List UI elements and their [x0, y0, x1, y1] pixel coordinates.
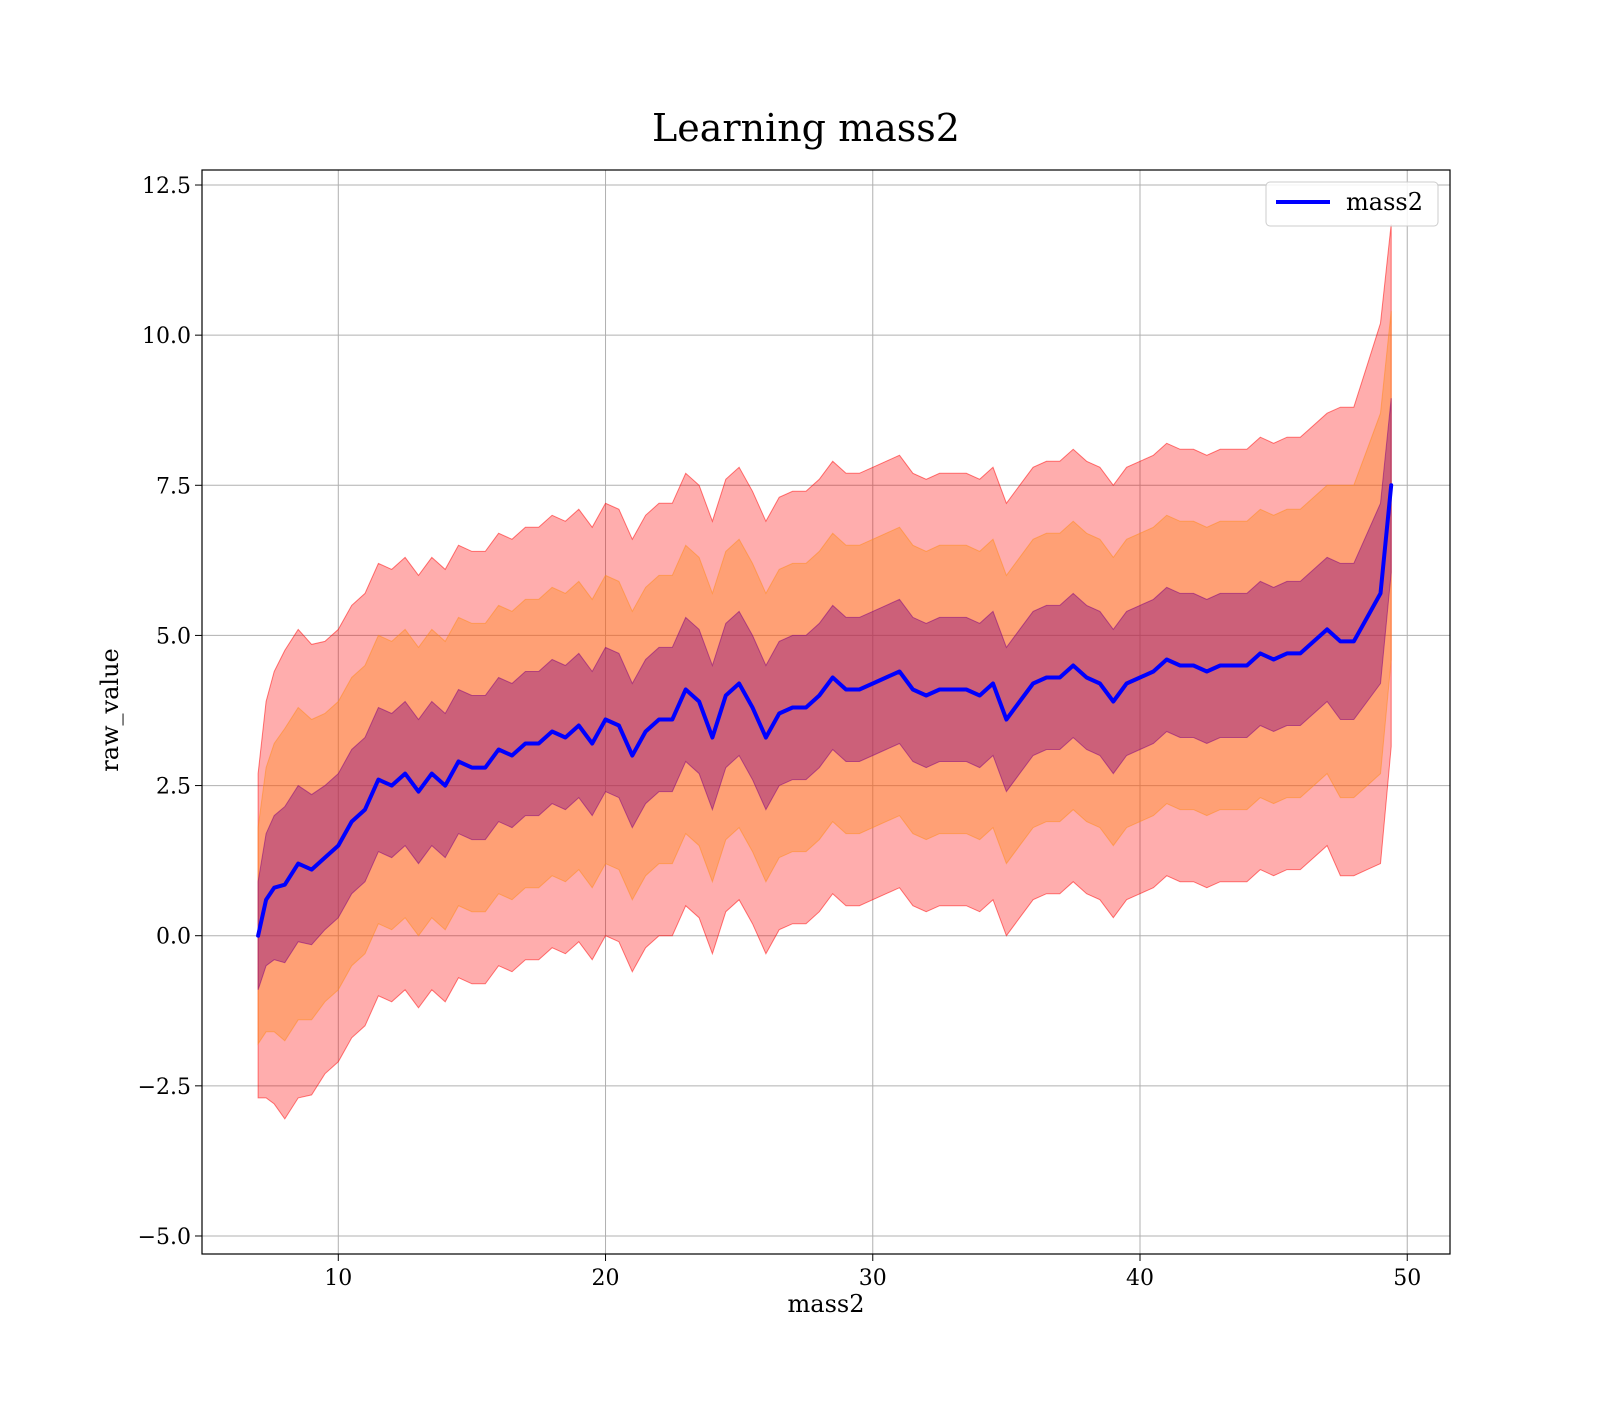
y-tick-label: 7.5 — [156, 474, 191, 499]
legend-box — [1265, 181, 1439, 227]
band-1-sigma — [257, 398, 1392, 990]
x-tick-label: 40 — [1126, 1266, 1154, 1291]
x-axis-label: mass2 — [788, 1290, 865, 1318]
grid — [202, 170, 1450, 1254]
y-tick-label: 12.5 — [142, 174, 191, 199]
band-2-sigma — [257, 311, 1392, 1046]
y-tick-label: 10.0 — [142, 324, 191, 349]
x-tick-label: 30 — [859, 1266, 887, 1291]
x-tick-label: 10 — [324, 1266, 352, 1291]
plot-frame — [201, 169, 1451, 1255]
y-tick-label: 2.5 — [156, 775, 191, 800]
y-tick-label: −5.0 — [138, 1225, 191, 1250]
y-tick-label: 5.0 — [156, 624, 191, 649]
legend: mass2 — [1265, 181, 1439, 227]
uncertainty-bands — [257, 223, 1392, 1120]
band-3-sigma — [257, 223, 1392, 1120]
axis-ticks: 10 20 30 40 50 −5.0 −2.5 0.0 2.5 5.0 7.5 10.0 12.5 — [138, 174, 1422, 1291]
y-tick-label: −2.5 — [138, 1075, 191, 1100]
series-line-mass2 — [256, 483, 1394, 938]
x-tick-label: 50 — [1393, 1266, 1421, 1291]
y-axis-label: raw_value — [96, 648, 124, 772]
y-tick-label: 0.0 — [156, 925, 191, 950]
legend-label: mass2 — [1346, 188, 1423, 216]
chart-title: Learning mass2 — [652, 106, 960, 150]
series-lines — [256, 483, 1394, 938]
x-tick-label: 20 — [592, 1266, 620, 1291]
